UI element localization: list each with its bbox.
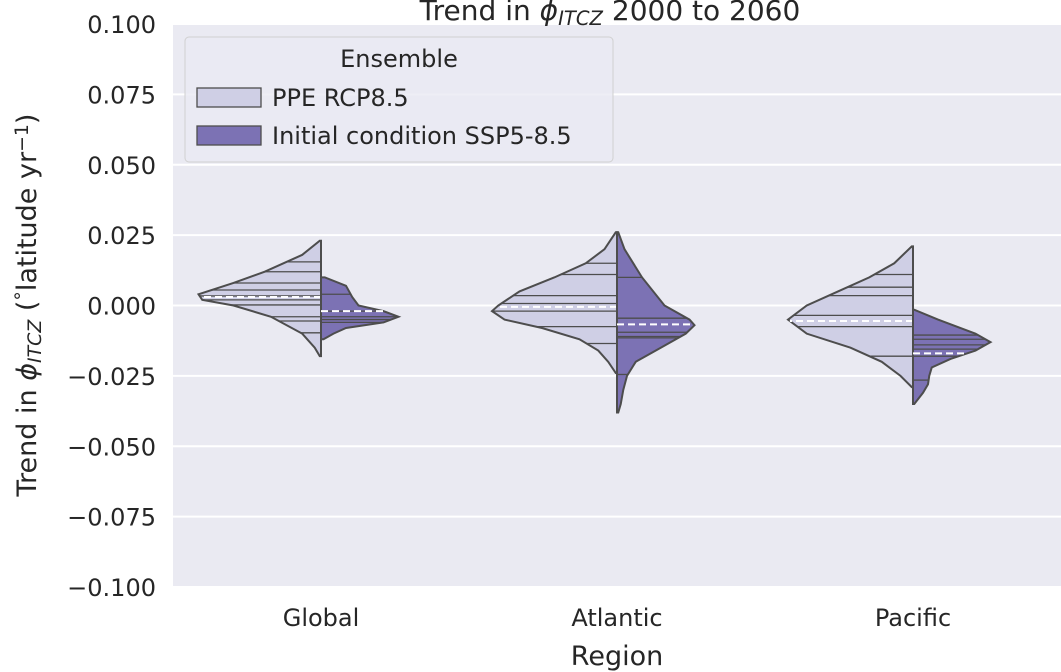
y-axis-label-part: ) xyxy=(12,114,43,125)
y-axis-label-part: latitude yr xyxy=(12,151,43,291)
x-axis-label: Region xyxy=(571,641,663,672)
legend-swatch xyxy=(196,125,262,146)
violin-half xyxy=(490,231,618,375)
violins xyxy=(196,231,993,414)
y-tick-label: −0.075 xyxy=(67,504,156,532)
legend: Ensemble PPE RCP8.5 Initial condition SSP5… xyxy=(184,36,614,163)
chart-title-part: ITCZ xyxy=(558,7,603,30)
x-tick-label: Atlantic xyxy=(571,604,662,632)
chart-title: Trend in ϕITCZ 2000 to 2060 xyxy=(419,0,801,30)
y-axis-label: Trend in ϕITCZ (°latitude yr−1) xyxy=(11,114,45,498)
y-axis-label-part: ( xyxy=(12,301,43,320)
axes: −0.100 −0.075 −0.050 −0.025 0.000 0.025 0.050 0… xyxy=(11,0,951,672)
legend-label: Initial condition SSP5-8.5 xyxy=(272,122,572,150)
y-tick-label: −0.050 xyxy=(67,433,156,461)
y-tick-label: −0.100 xyxy=(67,574,156,602)
y-tick-label: 0.025 xyxy=(87,222,156,250)
y-tick-label: 0.075 xyxy=(87,81,156,109)
y-tick-label: 0.100 xyxy=(87,11,156,39)
y-axis-label-part: Trend in xyxy=(12,381,43,498)
legend-title: Ensemble xyxy=(340,45,458,73)
violin-half xyxy=(912,308,993,406)
y-tick-label: 0.050 xyxy=(87,152,156,180)
y-axis-label-part: ITCZ xyxy=(24,319,46,363)
x-tick-label: Pacific xyxy=(875,604,951,632)
chart-title-part: Trend in xyxy=(419,0,540,27)
chart-title-part: 2000 to 2060 xyxy=(603,0,800,27)
chart-title-part: ϕ xyxy=(540,0,558,27)
legend-box xyxy=(184,36,614,163)
y-tick-label: −0.025 xyxy=(67,363,156,391)
y-axis-label-part: ° xyxy=(11,291,33,300)
y-tick-label: 0.000 xyxy=(87,293,156,321)
violin-half xyxy=(196,239,322,358)
y-axis-label-part: −1 xyxy=(11,124,33,152)
y-axis-label-part: ϕ xyxy=(12,363,43,381)
legend-swatch xyxy=(196,87,262,108)
x-tick-label: Global xyxy=(283,604,360,632)
legend-label: PPE RCP8.5 xyxy=(272,84,409,112)
